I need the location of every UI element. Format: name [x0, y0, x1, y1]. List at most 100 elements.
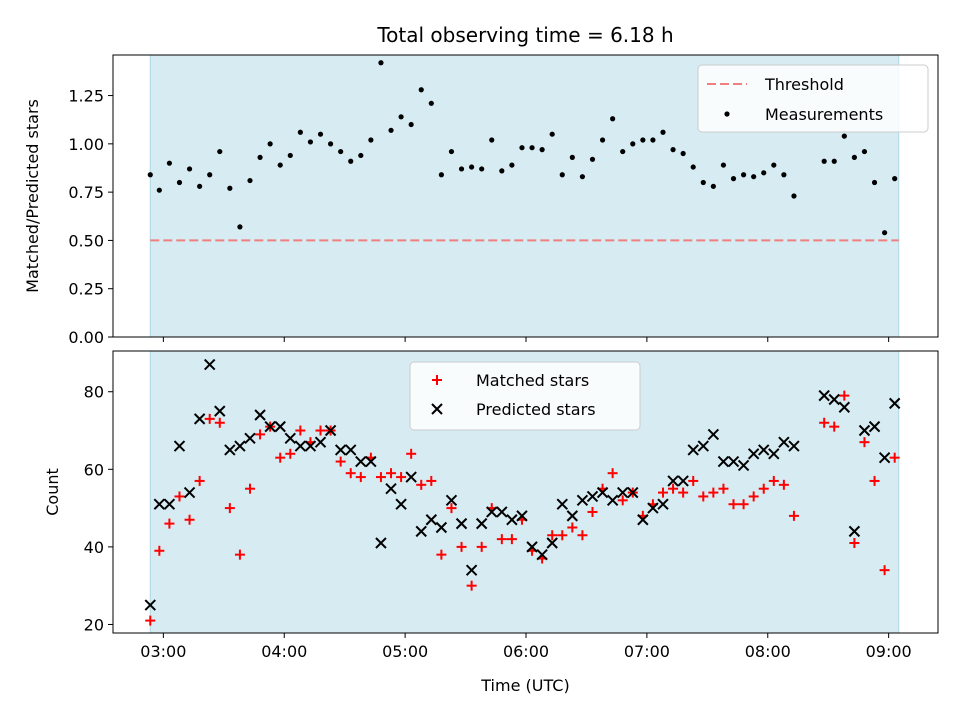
- measurements-point: [327, 141, 334, 147]
- matched-stars-point: [436, 549, 447, 560]
- x-tick-label: 09:00: [866, 642, 912, 661]
- matched-stars-point: [708, 487, 719, 498]
- measurements-point: [479, 166, 485, 172]
- predicted-stars-point: [214, 405, 226, 417]
- predicted-stars-point: [697, 440, 710, 452]
- predicted-stars-point: [465, 564, 478, 576]
- measurements-point: [408, 121, 414, 128]
- measurements-point: [660, 129, 666, 135]
- measurements-point: [166, 160, 173, 166]
- measurements-point: [197, 183, 203, 189]
- measurements-point: [519, 145, 525, 151]
- matched-stars-point: [728, 499, 739, 510]
- predicted-stars-point: [375, 537, 387, 549]
- predicted-stars-point: [395, 498, 407, 510]
- measurements-point: [610, 116, 616, 122]
- matched-stars-point: [204, 413, 215, 424]
- measurements-point: [378, 60, 384, 66]
- matched-stars-point: [788, 510, 799, 521]
- predicted-stars-point: [183, 486, 196, 499]
- x-tick-label: 05:00: [382, 642, 428, 661]
- predicted-stars-point: [667, 475, 679, 487]
- measurements-point: [831, 158, 837, 164]
- predicted-stars-point: [163, 498, 176, 510]
- predicted-stars-point: [616, 486, 629, 499]
- measurements-point: [851, 154, 857, 160]
- measurements-point: [700, 179, 706, 186]
- predicted-stars-point: [385, 482, 397, 495]
- measurements-point: [368, 137, 374, 143]
- predicted-stars-point: [747, 448, 760, 460]
- measurements-point: [186, 166, 193, 172]
- measurements-point: [630, 141, 636, 147]
- matched-stars-point: [698, 491, 709, 502]
- measurements-point: [861, 148, 868, 155]
- y-tick-label: 60: [84, 460, 104, 479]
- predicted-stars-point: [173, 440, 186, 452]
- measurements-point: [489, 137, 495, 143]
- predicted-stars-point: [445, 494, 458, 507]
- predicted-stars-point: [405, 471, 417, 483]
- predicted-stars-point: [868, 420, 881, 433]
- matched-stars-point: [849, 538, 860, 549]
- predicted-stars-point: [586, 490, 599, 503]
- predicted-stars-point: [244, 432, 256, 444]
- measurements-point: [227, 185, 233, 191]
- matched-stars-point: [668, 483, 679, 494]
- matched-stars-point: [718, 483, 729, 494]
- predicted-stars-point: [637, 514, 649, 526]
- predicted-stars-point: [888, 397, 901, 410]
- matched-stars-point: [255, 429, 266, 440]
- measurements-point: [176, 179, 183, 186]
- measurements-point: [307, 139, 314, 145]
- predicted-stars-point: [707, 428, 720, 441]
- predicted-stars-point: [475, 517, 488, 530]
- measurements-point: [438, 172, 444, 178]
- predicted-stars-point: [516, 510, 528, 522]
- predicted-stars-point: [596, 486, 609, 499]
- matched-stars-point: [577, 530, 588, 541]
- measurements-point: [680, 150, 686, 157]
- matched-stars-point: [476, 541, 487, 552]
- measurements-point: [821, 158, 827, 164]
- predicted-stars-point: [717, 455, 730, 468]
- measurements-point: [841, 133, 847, 139]
- predicted-stars-point: [838, 401, 851, 413]
- predicted-stars-point: [858, 424, 871, 437]
- predicted-stars-point: [677, 475, 689, 487]
- matched-stars-point: [145, 615, 156, 626]
- matched-stars-point: [889, 452, 900, 463]
- measurements-point: [740, 172, 747, 178]
- count-x-ticks: 03:00 04:00 05:00 06:00 07:00 08:00 09:00: [140, 633, 912, 661]
- matched-stars-point: [244, 483, 255, 494]
- measurements-point: [599, 137, 606, 143]
- predicted-stars-point: [536, 548, 548, 561]
- measurements-point: [207, 172, 213, 178]
- predicted-stars-point: [415, 525, 427, 538]
- predicted-stars-point: [274, 420, 286, 433]
- y-tick-label: 0.50: [68, 231, 104, 250]
- matched-stars-point: [355, 472, 366, 483]
- ratio-y-ticks: 0.00 0.25 0.50 0.75 1.00 1.25: [68, 87, 113, 347]
- matched-stars-point: [607, 468, 618, 479]
- matched-stars-point: [426, 475, 437, 486]
- count-panel-frame: [112, 350, 939, 634]
- predicted-stars-point: [737, 459, 750, 472]
- measurements-point: [428, 100, 434, 106]
- measurements-point: [559, 172, 565, 178]
- x-tick-label: 08:00: [745, 642, 791, 661]
- measurements-point: [650, 137, 656, 143]
- matched-stars-point: [285, 448, 296, 459]
- matched-stars-point: [194, 475, 205, 486]
- measurements-point: [640, 137, 646, 143]
- predicted-stars-point: [878, 451, 891, 464]
- matched-stars-point: [567, 522, 578, 533]
- matched-stars-point: [416, 479, 427, 490]
- ratio-legend: Threshold Measurements: [697, 64, 929, 133]
- matched-stars-point: [617, 495, 628, 506]
- predicted-stars-point: [193, 413, 206, 425]
- measurements-point: [147, 172, 153, 178]
- measurements-point: [418, 87, 424, 93]
- measurements-point: [317, 131, 324, 137]
